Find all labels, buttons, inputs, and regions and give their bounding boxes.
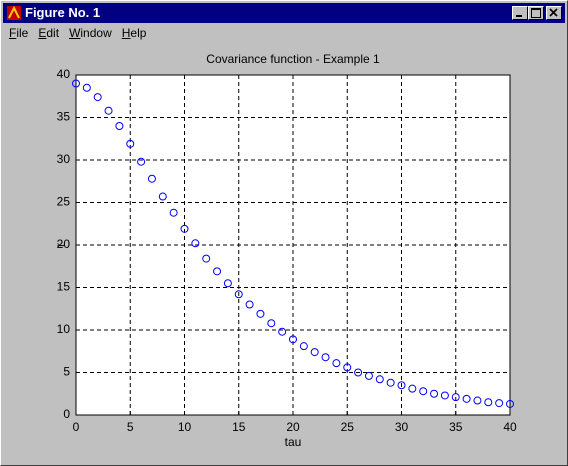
x-tick-label: 35 (449, 420, 463, 434)
point (147, 174, 156, 183)
point (299, 342, 308, 351)
point (506, 399, 514, 408)
point (419, 387, 428, 396)
point (451, 393, 460, 402)
point (495, 399, 504, 408)
app-icon (7, 5, 21, 20)
point (354, 368, 363, 377)
y-tick-label: 0 (63, 407, 70, 421)
chart-title: Covariance function - Example 1 (206, 52, 380, 66)
point (169, 208, 178, 217)
menu-item[interactable]: Edit (38, 26, 60, 40)
point (430, 389, 439, 398)
x-tick-label: 15 (232, 420, 246, 434)
point (462, 394, 471, 403)
x-tick-label: 5 (127, 420, 134, 434)
point (104, 106, 113, 115)
point (245, 300, 254, 309)
plot: 0 5 10 15 20 25 30 35 40 0 5 10 15 20 25 30 35 40 (57, 67, 517, 434)
menu-item[interactable]: Help (121, 26, 147, 40)
y-tick-label: 20 (57, 237, 71, 251)
y-tick-label: 10 (57, 322, 71, 336)
title-bar: Figure No. 1 (3, 3, 565, 23)
point (310, 348, 319, 357)
point (289, 335, 297, 344)
x-tick-label: 25 (341, 420, 355, 434)
point (137, 157, 146, 166)
point (408, 384, 417, 393)
point (115, 122, 124, 130)
point (223, 279, 232, 288)
x-tick-label: 10 (178, 420, 192, 434)
point (343, 363, 352, 372)
point (332, 359, 341, 368)
x-axis-label: tau (285, 435, 302, 449)
y-tick-label: 25 (57, 195, 71, 209)
point (321, 353, 330, 362)
x-tick-label: 30 (395, 420, 409, 434)
point (473, 396, 482, 405)
window-title: Figure No. 1 (25, 5, 101, 20)
point (278, 327, 287, 336)
point (267, 319, 276, 328)
maximize-button[interactable] (528, 6, 544, 20)
point (202, 254, 211, 263)
y-tick-label: 40 (57, 67, 71, 81)
point (82, 83, 91, 92)
point (364, 371, 373, 380)
close-button[interactable] (546, 6, 562, 20)
menu-item[interactable]: File (9, 26, 29, 40)
x-tick-label: 0 (73, 420, 80, 434)
point (440, 391, 449, 400)
minimize-button[interactable] (512, 6, 528, 20)
menu-bar: File Edit Window Help (1, 24, 148, 42)
point (191, 239, 200, 248)
y-tick-label: 30 (57, 152, 71, 166)
point (93, 93, 102, 102)
point (72, 79, 80, 88)
menu-item[interactable]: Window (69, 26, 112, 40)
x-tick-label: 20 (286, 420, 300, 434)
point (484, 398, 493, 407)
y-axis-label: r (53, 243, 67, 247)
point (386, 378, 395, 387)
point (126, 139, 135, 148)
x-tick-label: 40 (503, 420, 517, 434)
axes-box (75, 74, 511, 416)
point (234, 290, 243, 299)
point (158, 192, 167, 201)
y-tick-label: 15 (57, 280, 71, 294)
point (213, 267, 222, 276)
point (397, 381, 406, 390)
y-tick-label: 35 (57, 110, 71, 124)
point (256, 309, 265, 318)
point (375, 375, 384, 384)
point (180, 224, 189, 233)
y-tick-label: 5 (63, 365, 70, 379)
